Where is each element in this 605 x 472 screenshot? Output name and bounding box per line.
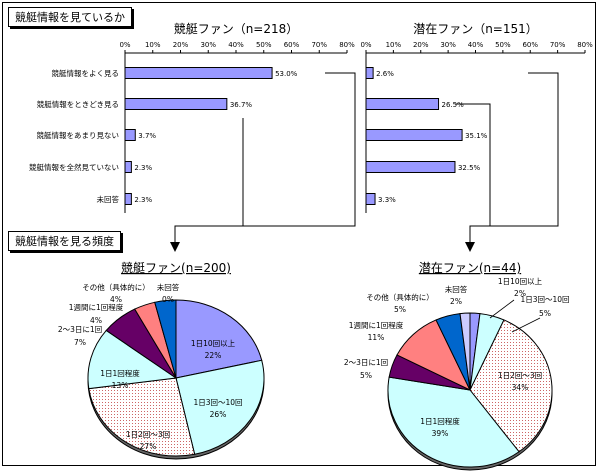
latent-pie-slice xyxy=(469,319,553,453)
latent-pie-slice-label: 1日1回程度 xyxy=(420,416,460,426)
fan-pie-slice-value: 27% xyxy=(140,442,157,451)
fan-pie-slice xyxy=(175,299,263,379)
connector-arrowhead xyxy=(465,242,475,252)
fan-pie-slice-value: 13% xyxy=(112,381,129,390)
latent-pie-slice-value: 39% xyxy=(432,429,449,438)
latent-pie-title: 潜在ファン(n=44) xyxy=(419,261,521,275)
latent-pie-slice xyxy=(387,376,520,468)
fan-pie-slice-value: 4% xyxy=(90,316,102,325)
fan-bar-value-label: 53.0% xyxy=(275,70,298,78)
fan-pie-slice-value: 4% xyxy=(110,295,122,304)
connector-arrowhead xyxy=(170,242,180,252)
latent-pie-slice-label: 2～3日に1回 xyxy=(344,358,388,367)
section2-title: 競艇情報を見る頻度 xyxy=(8,231,121,251)
fan-tick-label: 60% xyxy=(284,41,300,49)
fan-tick-label: 10% xyxy=(145,41,161,49)
fan-pie-slice xyxy=(87,329,178,390)
fan-bar-title: 競艇ファン（n=218） xyxy=(174,21,299,36)
fan-pie-slice-label: 1日1回程度 xyxy=(100,368,140,378)
bar-category-label: 未回答 xyxy=(97,194,120,204)
fan-bar-value-label: 36.7% xyxy=(230,101,253,109)
latent-bar xyxy=(365,98,440,110)
latent-pie-slice-value: 5% xyxy=(394,305,406,314)
fan-bar xyxy=(124,129,136,141)
fan-pie-title: 競艇ファン(n=200) xyxy=(121,260,231,275)
latent-pie-slice-value: 2% xyxy=(514,289,526,298)
fan-bar xyxy=(124,161,132,173)
latent-pie-slice-value: 5% xyxy=(539,309,551,318)
latent-bar xyxy=(365,129,463,141)
bar-category-label: 競艇情報をよく見る xyxy=(52,68,120,78)
latent-bar-title: 潜在ファン（n=151） xyxy=(413,22,538,36)
fan-pie-slice xyxy=(175,359,265,455)
fan-tick-label: 80% xyxy=(339,41,355,49)
latent-pie-slice-value: 5% xyxy=(360,371,372,380)
latent-pie-slice-label: 1週間に1回程度 xyxy=(349,320,404,330)
bar-category-label: 競艇情報を全然見ていない xyxy=(29,162,119,172)
fan-tick-label: 0% xyxy=(119,41,130,49)
fan-tick-label: 30% xyxy=(200,41,216,49)
fan-tick-label: 40% xyxy=(228,41,244,49)
figure-frame xyxy=(2,2,596,466)
connector-line xyxy=(455,103,491,243)
latent-tick-label: 60% xyxy=(522,41,538,49)
fan-pie-slice xyxy=(154,299,177,379)
latent-bar-value-label: 26.5% xyxy=(442,101,465,109)
latent-pie-slice-label: 1日3回～10回 xyxy=(520,295,569,304)
fan-bar-value-label: 2.3% xyxy=(134,164,152,172)
latent-pie-slice-value: 2% xyxy=(450,297,462,306)
fan-pie-slice-label: 2～3日に1回 xyxy=(58,325,102,334)
latent-tick-label: 20% xyxy=(413,41,429,49)
bar-category-label: 競艇情報をあまり見ない xyxy=(37,130,120,140)
bar-category-label: 競艇情報をときどき見る xyxy=(37,99,119,109)
latent-bar-value-label: 3.3% xyxy=(378,196,396,204)
fan-pie-slice-label: その他（具体的に） xyxy=(82,282,150,292)
fan-bar-value-label: 2.3% xyxy=(134,196,152,204)
fan-pie-slice-label: 未回答 xyxy=(157,282,180,292)
latent-bar-value-label: 35.1% xyxy=(465,132,488,140)
fan-bar xyxy=(124,67,273,79)
latent-tick-label: 50% xyxy=(495,41,511,49)
fan-bar-value-label: 3.7% xyxy=(138,132,156,140)
pie-leader-line xyxy=(511,317,541,333)
latent-pie-slice-value: 11% xyxy=(368,333,385,342)
section1-title: 競艇情報を見ているか xyxy=(8,7,132,27)
fan-bar xyxy=(124,98,228,110)
fan-pie-slice-value: 22% xyxy=(205,351,222,360)
fan-tick-label: 50% xyxy=(256,41,272,49)
latent-tick-label: 40% xyxy=(468,41,484,49)
latent-bar xyxy=(365,67,374,79)
latent-pie-slice-label: 1日10回以上 xyxy=(498,277,543,286)
fan-pie-slice-label: 1日3回～10回 xyxy=(193,398,242,407)
fan-pie-slice-label: 1週間に1回程度 xyxy=(69,302,124,312)
fan-pie-slice-value: 26% xyxy=(210,410,227,419)
latent-bar-value-label: 32.5% xyxy=(458,164,481,172)
latent-pie-slice-value: 34% xyxy=(512,383,529,392)
fan-tick-label: 20% xyxy=(173,41,189,49)
fan-pie-slice-value: 0% xyxy=(162,295,174,304)
fan-pie-slice-value: 7% xyxy=(74,338,86,347)
fan-pie-slice-label: 1日2回～3回 xyxy=(126,430,170,439)
fan-pie-slice xyxy=(88,377,196,457)
connector-line xyxy=(174,72,356,243)
latent-tick-label: 30% xyxy=(440,41,456,49)
latent-tick-label: 0% xyxy=(360,41,371,49)
latent-pie-slice xyxy=(459,312,471,391)
connector-line xyxy=(490,72,559,227)
pie-leader-line xyxy=(489,299,515,319)
latent-bar xyxy=(365,161,456,173)
fan-tick-label: 70% xyxy=(311,41,327,49)
latent-pie-slice-label: 未回答 xyxy=(445,284,468,294)
fan-pie-slice-label: 1日10回以上 xyxy=(191,339,236,348)
fan-bar xyxy=(124,193,132,205)
latent-tick-label: 10% xyxy=(386,41,402,49)
latent-pie-slice-label: 1日2回～3回 xyxy=(498,371,542,380)
latent-tick-label: 80% xyxy=(577,41,593,49)
latent-bar xyxy=(365,193,376,205)
latent-bar-value-label: 2.6% xyxy=(376,70,394,78)
latent-tick-label: 70% xyxy=(550,41,566,49)
latent-pie-slice-label: その他（具体的に） xyxy=(366,292,434,302)
